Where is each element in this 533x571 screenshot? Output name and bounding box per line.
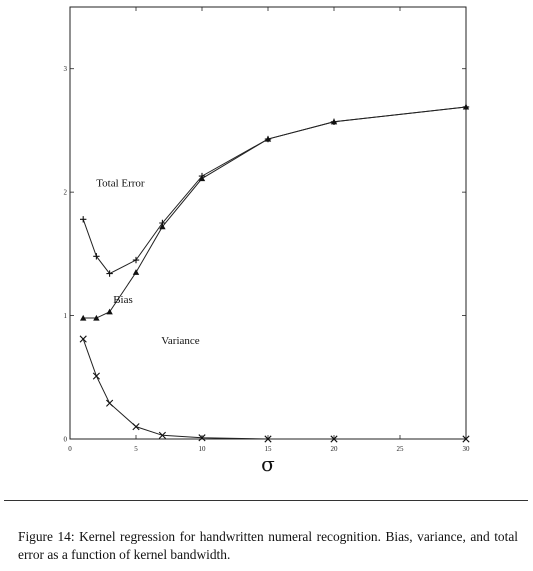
- axes: 0 5 10 15 20 25 30 0 1 2 3: [64, 6, 471, 453]
- series-total-error: [80, 103, 470, 277]
- data-point: [462, 103, 470, 110]
- data-point: [264, 135, 272, 142]
- data-point: [132, 423, 140, 431]
- series-line: [82, 338, 466, 440]
- x-axis-label: σ: [261, 452, 275, 476]
- data-point: [330, 118, 338, 125]
- x-tick-label: 20: [331, 445, 339, 453]
- data-point: [93, 253, 100, 260]
- data-point: [159, 223, 166, 230]
- x-tick-label: 5: [134, 445, 138, 453]
- data-point: [92, 372, 100, 380]
- x-tick-label: 30: [463, 445, 471, 453]
- labels: σ Total Error Bias Variance: [96, 177, 275, 476]
- y-tick-label: 3: [64, 65, 68, 73]
- figure-caption: Figure 14: Kernel regression for handwri…: [18, 529, 518, 562]
- x-tick-label: 15: [265, 445, 273, 453]
- series-bias: [80, 103, 470, 321]
- data-point: [264, 435, 272, 443]
- data-point: [80, 314, 87, 321]
- data-point: [106, 308, 113, 315]
- plot-frame: [69, 6, 467, 440]
- x-tick-label: 10: [199, 445, 207, 453]
- series-label: Bias: [113, 294, 133, 306]
- series-line: [82, 106, 467, 275]
- y-tick-label: 2: [64, 189, 68, 197]
- data-point: [106, 270, 113, 277]
- series-line: [83, 106, 467, 319]
- y-tick-label: 0: [64, 436, 68, 444]
- data-point: [106, 399, 114, 407]
- series-variance: [79, 335, 470, 443]
- caption-divider: [4, 500, 528, 501]
- y-tick-label: 1: [64, 312, 68, 320]
- data-point: [79, 335, 87, 343]
- data-point: [198, 434, 206, 442]
- chart: 0 5 10 15 20 25 30 0 1 2 3 σ Total Error Bias Varianc…: [64, 6, 471, 476]
- data-point: [80, 216, 87, 223]
- data-point: [462, 435, 470, 443]
- data-point: [198, 175, 206, 182]
- series-layer: [79, 103, 470, 443]
- series-label: Total Error: [96, 177, 145, 189]
- x-tick-label: 25: [397, 445, 405, 453]
- series-label: Variance: [161, 335, 200, 347]
- data-point: [132, 256, 140, 264]
- data-point: [93, 314, 100, 321]
- data-point: [158, 431, 166, 439]
- data-point: [330, 435, 338, 443]
- x-tick-label: 0: [68, 445, 72, 453]
- data-point: [132, 269, 140, 275]
